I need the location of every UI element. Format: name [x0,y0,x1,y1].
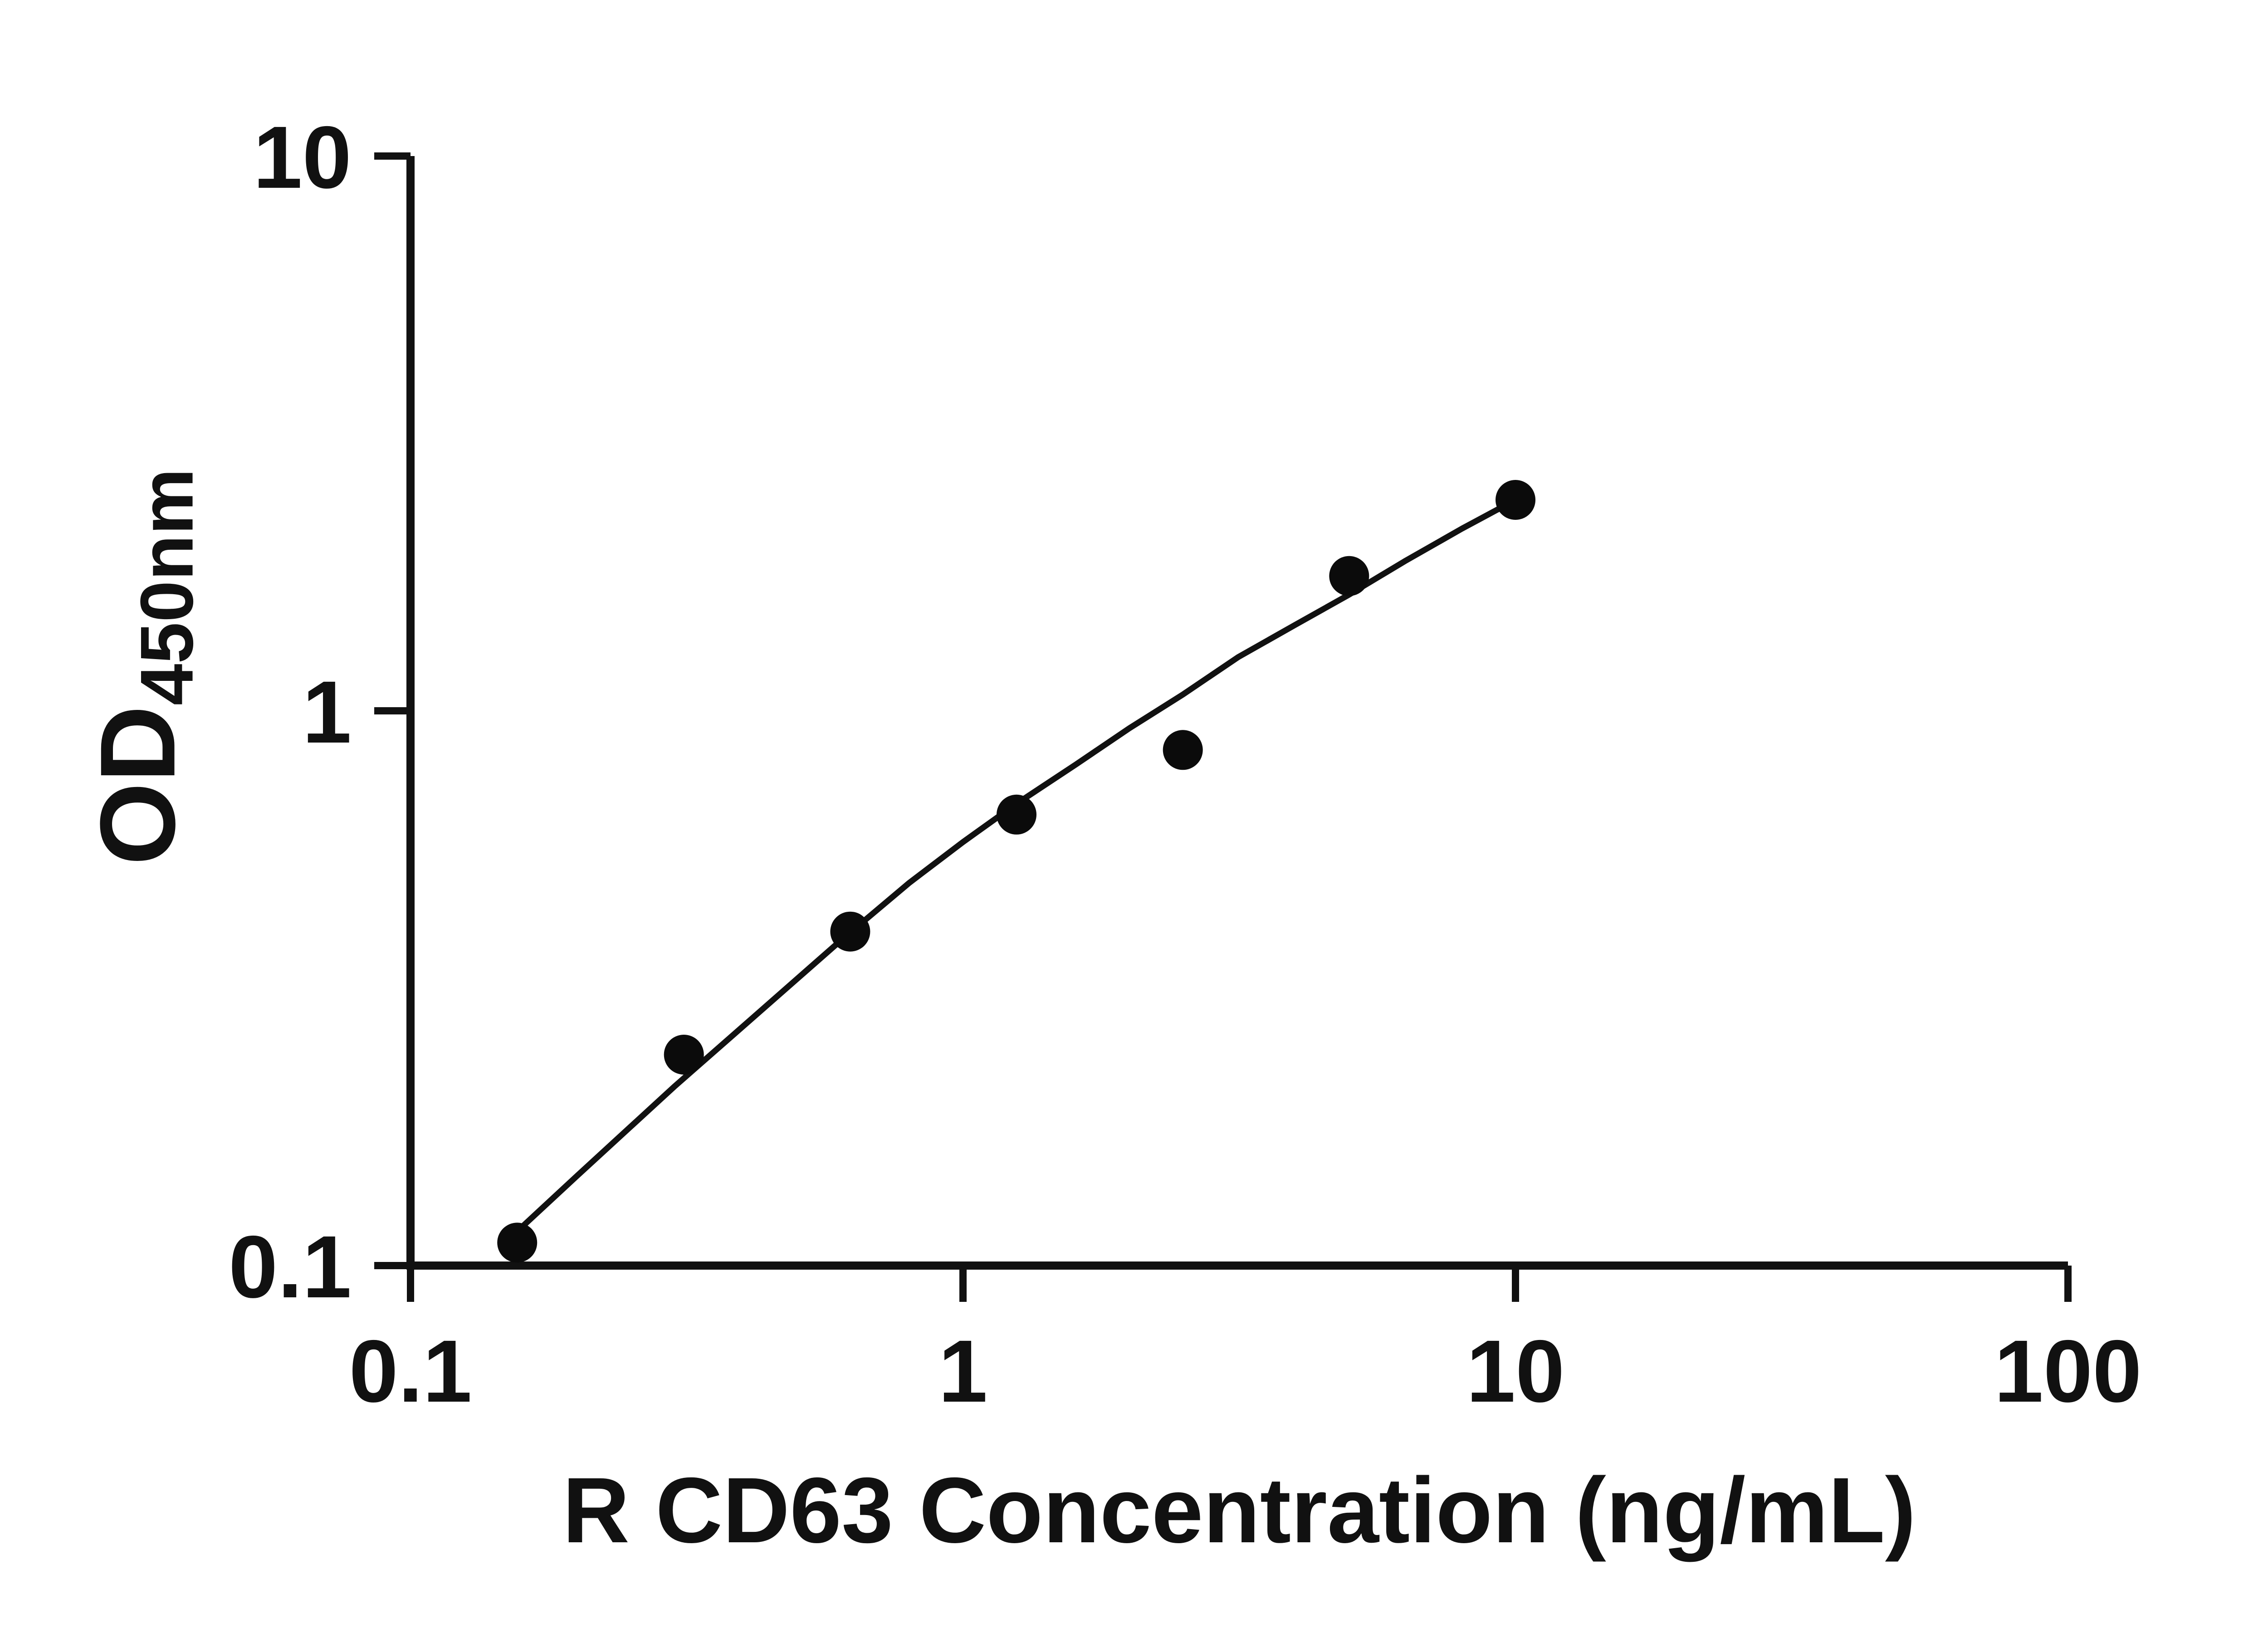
x-axis-title: R CD63 Concentration (ng/mL) [562,1457,1916,1564]
data-point [830,911,870,952]
x-tick-label: 1 [938,1322,987,1421]
y-tick-label: 1 [303,663,352,762]
y-axis-title-subscript: 450nm [125,468,209,706]
y-axis-title-text: OD [78,705,197,865]
y-tick-label: 0.1 [229,1217,352,1316]
x-tick-label: 0.1 [349,1322,472,1421]
x-axis-title-text: R CD63 Concentration (ng/mL) [562,1458,1916,1562]
data-point [1163,730,1203,770]
x-tick-label: 10 [1466,1322,1565,1421]
data-point [997,794,1036,835]
y-tick-label: 10 [253,108,352,207]
fit-curve [520,497,1519,1229]
data-point [1496,480,1535,520]
y-axis-title: OD450nm [76,468,210,865]
x-tick-label: 100 [1994,1322,2141,1421]
data-point [1329,556,1369,596]
data-point [664,1035,704,1075]
data-point [497,1222,538,1263]
